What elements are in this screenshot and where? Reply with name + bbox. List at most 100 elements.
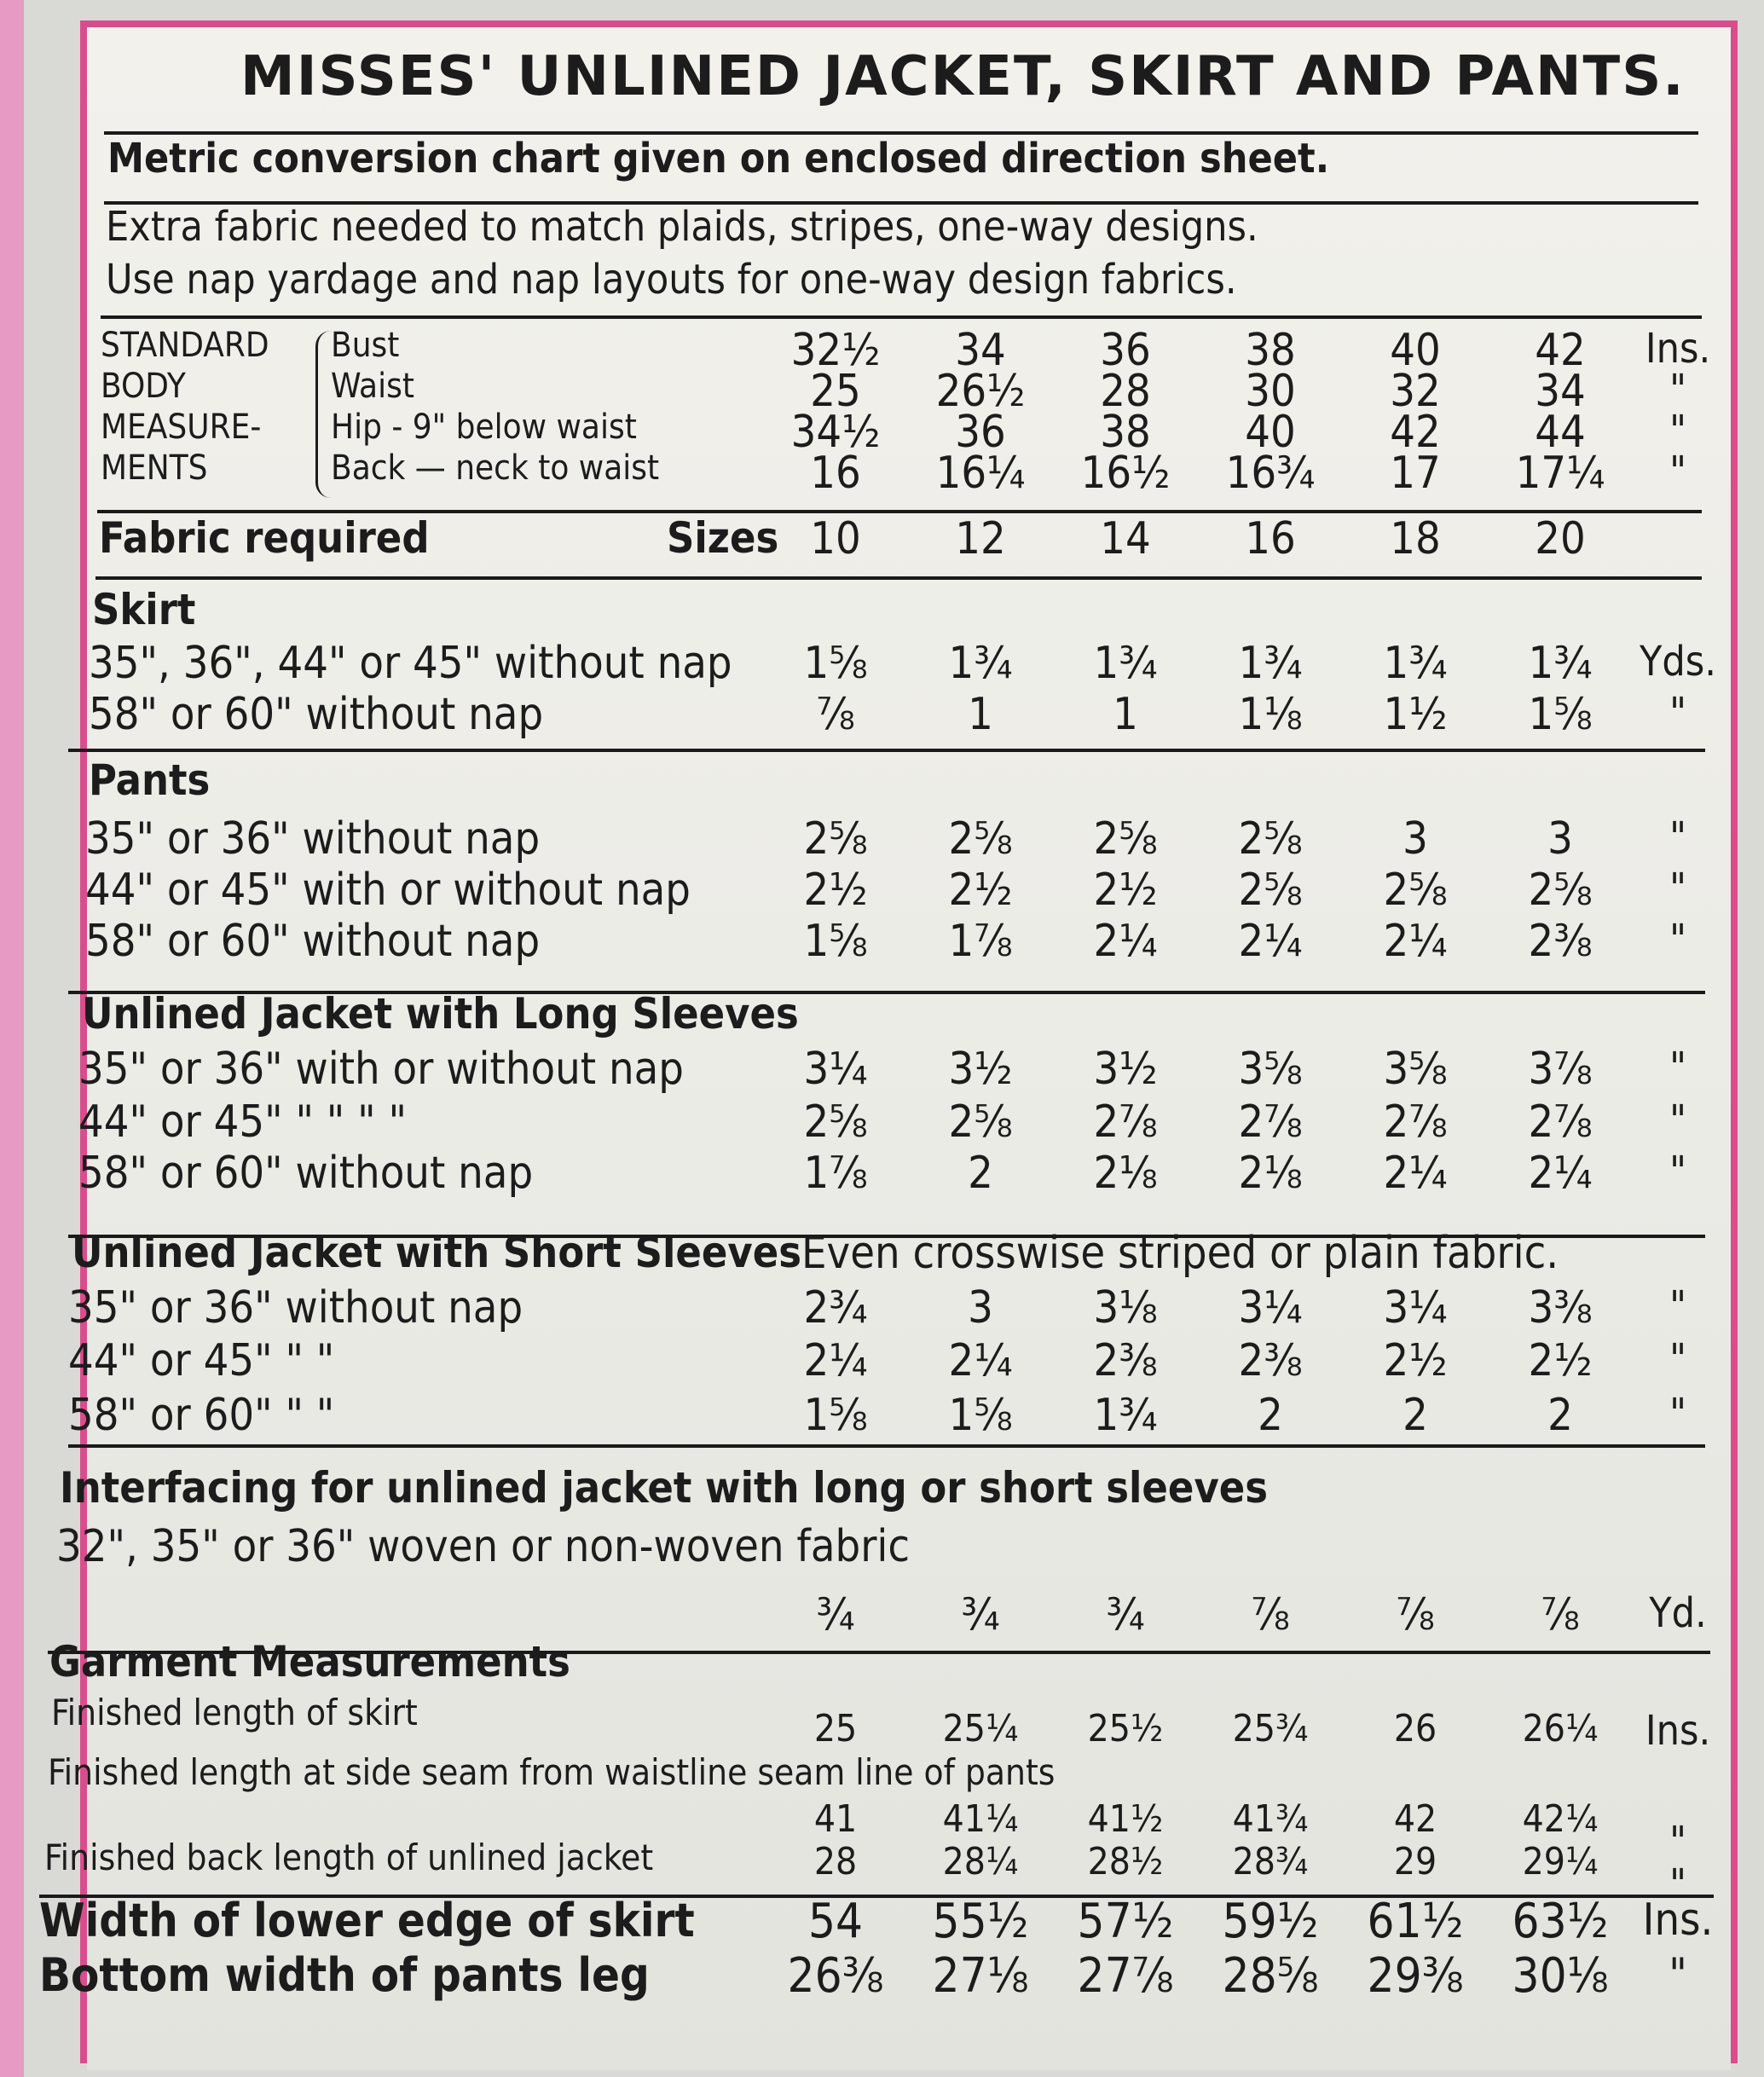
unit-label: " <box>1669 689 1686 737</box>
measurement-value: 38 <box>1245 325 1296 376</box>
yardage-value: 2½ <box>803 865 868 916</box>
pink-border-top <box>80 20 1738 27</box>
measurement-value: 54 <box>807 1894 864 1949</box>
measurement-value: 55½ <box>932 1894 1029 1949</box>
yardage-value: 1⅝ <box>948 1390 1013 1441</box>
measurement-value: 25 <box>813 1707 858 1750</box>
yardage-value: 3½ <box>1093 1044 1158 1095</box>
fabric-required-label: Fabric required <box>99 513 430 563</box>
unit-label: " <box>1669 407 1686 454</box>
yardage-value: 2¼ <box>1383 1148 1448 1199</box>
divider <box>104 131 1698 135</box>
measurement-value: 28 <box>813 1840 858 1883</box>
measurement-value: 16¾ <box>1225 448 1316 499</box>
size-value: 10 <box>810 513 861 564</box>
section-heading-note: Even crosswise striped or plain fabric. <box>801 1228 1559 1279</box>
measurement-value: 57½ <box>1077 1894 1174 1949</box>
yardage-value: 2⅝ <box>948 1096 1013 1148</box>
unit-label: Ins. <box>1642 1895 1714 1946</box>
yardage-value: 1 <box>1113 689 1138 740</box>
measurement-value: 34½ <box>790 407 881 458</box>
measurement-value: 42 <box>1393 1797 1437 1841</box>
measurement-label: Waist <box>331 367 414 406</box>
yardage-value: 1⅝ <box>1528 689 1593 740</box>
yardage-value: ⅞ <box>1251 1589 1290 1640</box>
measurement-value: 38 <box>1100 407 1151 458</box>
fabric-row-label: 35" or 36" with or without nap <box>78 1044 684 1095</box>
divider <box>68 1235 1705 1238</box>
unit-label: " <box>1669 1818 1686 1866</box>
yardage-value: 2⅞ <box>1238 1096 1303 1148</box>
size-value: 18 <box>1390 513 1441 564</box>
measurement-value: 16 <box>810 448 861 499</box>
measurement-value: 26½ <box>935 366 1026 417</box>
yardage-value: ⅞ <box>1541 1589 1580 1640</box>
size-value: 14 <box>1100 513 1151 564</box>
measurement-value: 41 <box>813 1797 858 1841</box>
measurement-value: 29¼ <box>1522 1840 1599 1883</box>
yardage-value: ⅞ <box>816 689 855 740</box>
measurement-value: 32 <box>1390 366 1441 417</box>
yardage-value: 2 <box>1547 1390 1573 1441</box>
size-value: 12 <box>955 513 1006 564</box>
yardage-value: 1⅞ <box>948 916 1013 967</box>
measurement-value: 28½ <box>1087 1840 1164 1883</box>
metric-note: Metric conversion chart given on enclose… <box>107 135 1330 182</box>
fabric-row-label: 44" or 45" " " <box>68 1335 335 1386</box>
measurement-value: 42 <box>1535 325 1586 376</box>
chart-paper <box>87 27 1731 2070</box>
yardage-value: 2⅛ <box>1238 1148 1303 1199</box>
garment-row-label: Finished length at side seam from waistl… <box>48 1751 1056 1793</box>
measurement-value: 25¾ <box>1232 1707 1309 1750</box>
measurement-value: 61½ <box>1367 1894 1464 1949</box>
yardage-value: 1⅝ <box>803 1390 868 1441</box>
unit-label: " <box>1669 448 1686 495</box>
divider <box>68 991 1705 994</box>
measurement-value: 44 <box>1535 407 1586 458</box>
yardage-value: 1⅞ <box>803 1148 868 1199</box>
unit-label: " <box>1669 1282 1686 1330</box>
yardage-value: 2⅝ <box>1238 813 1303 865</box>
fabric-row-label: 35" or 36" without nap <box>85 813 541 865</box>
measurement-value: 30⅛ <box>1512 1948 1609 2004</box>
measurement-value: 32½ <box>790 325 881 376</box>
yardage-value: ⅞ <box>1396 1589 1435 1640</box>
nap-note: Use nap yardage and nap layouts for one-… <box>106 256 1237 304</box>
unit-label: " <box>1669 1949 1687 2000</box>
divider <box>68 1444 1705 1448</box>
sizes-label: Sizes <box>667 513 779 563</box>
yardage-value: 2¼ <box>1238 916 1303 967</box>
measurement-value: 25 <box>810 366 861 417</box>
yardage-value: 2⅝ <box>803 1096 868 1148</box>
section-heading: Unlined Jacket with Long Sleeves <box>82 989 799 1038</box>
measurement-value: 41½ <box>1087 1797 1164 1841</box>
fabric-row-label: 58" or 60" without nap <box>78 1148 534 1199</box>
measurement-label: Bust <box>331 326 400 365</box>
unit-label: " <box>1669 1096 1686 1144</box>
section-heading: Skirt <box>92 585 196 634</box>
yardage-value: 2⅝ <box>803 813 868 865</box>
size-value: 16 <box>1245 513 1296 564</box>
fabric-row-label: 44" or 45" " " " " <box>78 1096 408 1148</box>
yardage-value: 3¼ <box>803 1044 868 1095</box>
yardage-value: 1⅝ <box>803 638 868 689</box>
unit-label: " <box>1669 1148 1686 1195</box>
unit-label: Yd. <box>1649 1589 1707 1637</box>
divider <box>48 1651 1710 1654</box>
yardage-value: 2⅝ <box>1383 865 1448 916</box>
yardage-value: 2 <box>968 1148 993 1199</box>
yardage-value: 2⅝ <box>1528 865 1593 916</box>
standard-label-line: STANDARD <box>101 326 269 365</box>
section-heading: Garment Measurements <box>49 1637 570 1686</box>
measurement-value: 40 <box>1390 325 1441 376</box>
yardage-value: 1¾ <box>1528 638 1593 689</box>
yardage-value: 1 <box>968 689 993 740</box>
measurement-value: 17¼ <box>1515 448 1605 499</box>
measurement-value: 27⅞ <box>1077 1948 1174 2004</box>
measurement-value: 29 <box>1393 1840 1437 1883</box>
fabric-row-label: 32", 35" or 36" woven or non-woven fabri… <box>56 1521 911 1572</box>
yardage-value: 3¼ <box>1383 1282 1448 1334</box>
yardage-value: 3⅜ <box>1528 1282 1593 1334</box>
measurement-value: 25½ <box>1087 1707 1164 1750</box>
unit-label: Ins. <box>1645 1707 1711 1755</box>
